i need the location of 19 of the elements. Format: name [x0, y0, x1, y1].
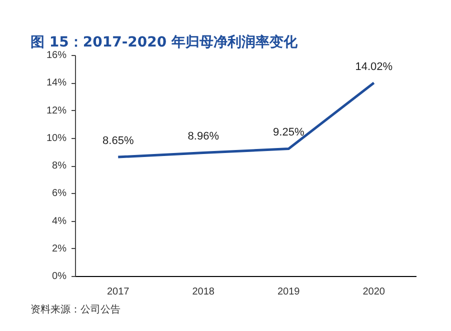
y-tick-label: 4%	[52, 216, 67, 227]
text: 8.65%	[102, 135, 134, 148]
x-tick-label: 2018	[192, 286, 215, 298]
x-tick-label: 2020	[362, 286, 386, 298]
y-tick-label: 0%	[52, 271, 67, 282]
y-tick-label: 10%	[46, 132, 67, 144]
y-tick-label: 2%	[52, 243, 67, 254]
text: 资料来源：公司公告	[30, 304, 120, 316]
y-tick-label: 12%	[46, 105, 67, 116]
y-tick-label: 8%	[52, 160, 67, 172]
y-tick-label: 14%	[46, 78, 67, 89]
x-tick-label: 2017	[107, 286, 130, 298]
chart-title: 图 15：2017-2020 年归母净利润率变化	[30, 34, 298, 50]
text: 9.25%	[273, 126, 304, 139]
text: 8.96%	[188, 130, 219, 143]
y-tick-label: 6%	[52, 188, 67, 200]
y-tick-label: 16%	[46, 50, 67, 61]
x-tick-label: 2019	[278, 286, 300, 298]
text: 14.02%	[355, 60, 393, 73]
